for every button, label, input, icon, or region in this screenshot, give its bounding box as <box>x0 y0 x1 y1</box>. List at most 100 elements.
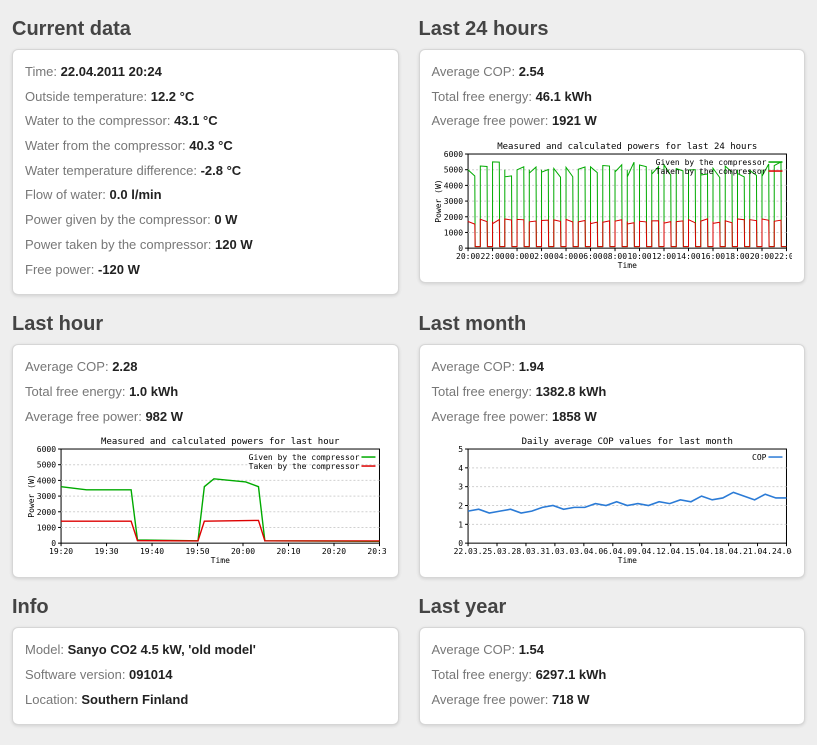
title-last-24h: Last 24 hours <box>419 18 806 41</box>
current-label: Power given by the compressor: <box>25 212 214 227</box>
svg-text:22:00: 22:00 <box>480 252 504 261</box>
svg-text:Taken by the compressor: Taken by the compressor <box>655 167 766 176</box>
current-value: 22.04.2011 20:24 <box>61 64 162 79</box>
lasthour-row: Total free energy: 1.0 kWh <box>25 380 386 405</box>
svg-text:1000: 1000 <box>37 524 56 533</box>
svg-text:3000: 3000 <box>443 197 462 206</box>
lasthour-value: 1.0 kWh <box>129 384 178 399</box>
svg-text:16:00: 16:00 <box>700 252 724 261</box>
svg-text:14:00: 14:00 <box>676 252 700 261</box>
current-row: Free power: -120 W <box>25 258 386 283</box>
lastyear-row: Total free energy: 6297.1 kWh <box>432 663 793 688</box>
current-label: Flow of water: <box>25 187 110 202</box>
svg-text:06:00: 06:00 <box>578 252 602 261</box>
svg-text:20:00: 20:00 <box>456 252 480 261</box>
svg-text:Power (W): Power (W) <box>434 179 443 222</box>
lastmonth-row: Average free power: 1858 W <box>432 405 793 430</box>
current-row: Water from the compressor: 40.3 °C <box>25 134 386 159</box>
last24-row: Total free energy: 46.1 kWh <box>432 85 793 110</box>
svg-text:08:00: 08:00 <box>602 252 626 261</box>
panel-last-hour: Last hour Average COP: 2.28Total free en… <box>12 307 399 578</box>
svg-text:12.04.: 12.04. <box>656 547 685 556</box>
lastyear-value: 1.54 <box>519 642 544 657</box>
svg-text:22:00: 22:00 <box>774 252 792 261</box>
chart-last-month: 01234522.03.25.03.28.03.31.03.03.04.06.0… <box>432 435 793 565</box>
svg-text:5: 5 <box>458 445 463 454</box>
title-last-month: Last month <box>419 313 806 336</box>
svg-text:Daily average COP values for l: Daily average COP values for last month <box>521 437 732 447</box>
svg-text:Given by the compressor: Given by the compressor <box>655 158 766 167</box>
svg-text:10:00: 10:00 <box>627 252 651 261</box>
current-value: 0 W <box>214 212 237 227</box>
info-row: Location: Southern Finland <box>25 688 386 713</box>
lastmonth-value: 1858 W <box>552 409 597 424</box>
svg-text:2000: 2000 <box>37 508 56 517</box>
svg-text:28.03.: 28.03. <box>511 547 540 556</box>
current-value: 120 W <box>215 237 253 252</box>
current-value: 43.1 °C <box>174 113 218 128</box>
current-label: Water temperature difference: <box>25 163 201 178</box>
svg-text:5000: 5000 <box>443 166 462 175</box>
svg-text:20:10: 20:10 <box>276 547 300 556</box>
current-value: -2.8 °C <box>201 163 242 178</box>
current-value: 12.2 °C <box>151 89 195 104</box>
panel-current-data: Current data Time: 22.04.2011 20:24Outsi… <box>12 12 399 295</box>
svg-text:22.03.: 22.03. <box>453 547 482 556</box>
last24-value: 46.1 kWh <box>536 89 592 104</box>
card-current-data: Time: 22.04.2011 20:24Outside temperatur… <box>12 49 399 295</box>
lastyear-row: Average free power: 718 W <box>432 688 793 713</box>
current-label: Time: <box>25 64 61 79</box>
title-last-hour: Last hour <box>12 313 399 336</box>
svg-text:5000: 5000 <box>37 461 56 470</box>
card-last-24h: Average COP: 2.54Total free energy: 46.1… <box>419 49 806 283</box>
svg-text:19:30: 19:30 <box>95 547 119 556</box>
svg-text:2: 2 <box>458 502 463 511</box>
svg-text:3000: 3000 <box>37 492 56 501</box>
svg-text:3: 3 <box>458 483 463 492</box>
info-value: Sanyo CO2 4.5 kW, 'old model' <box>68 642 256 657</box>
lasthour-value: 2.28 <box>112 359 137 374</box>
svg-text:18.04.: 18.04. <box>714 547 743 556</box>
svg-text:Measured and calculated powers: Measured and calculated powers for last … <box>101 437 340 447</box>
last24-label: Average free power: <box>432 113 552 128</box>
chart-last-hour: 010002000300040005000600019:2019:3019:40… <box>25 435 386 565</box>
lastmonth-label: Total free energy: <box>432 384 536 399</box>
current-label: Free power: <box>25 262 98 277</box>
svg-text:20:30: 20:30 <box>367 547 385 556</box>
info-value: Southern Finland <box>81 692 188 707</box>
last24-label: Total free energy: <box>432 89 536 104</box>
lastyear-label: Average free power: <box>432 692 552 707</box>
svg-text:4000: 4000 <box>37 477 56 486</box>
panel-last-month: Last month Average COP: 1.94 Total free e… <box>419 307 806 578</box>
last24-row: Average COP: 2.54 <box>432 60 793 85</box>
current-row: Power given by the compressor: 0 W <box>25 208 386 233</box>
svg-text:6000: 6000 <box>443 150 462 159</box>
current-label: Power taken by the compressor: <box>25 237 215 252</box>
panel-last-year: Last year Average COP: 1.54Total free en… <box>419 590 806 725</box>
info-label: Model: <box>25 642 68 657</box>
lasthour-row: Average free power: 982 W <box>25 405 386 430</box>
lastmonth-label: Average COP: <box>432 359 519 374</box>
lastyear-value: 6297.1 kWh <box>536 667 607 682</box>
svg-text:19:40: 19:40 <box>140 547 164 556</box>
last24-row: Average free power: 1921 W <box>432 109 793 134</box>
lastmonth-value: 1382.8 kWh <box>536 384 607 399</box>
svg-text:00:00: 00:00 <box>505 252 529 261</box>
lastyear-label: Average COP: <box>432 642 519 657</box>
current-label: Water from the compressor: <box>25 138 189 153</box>
last24-label: Average COP: <box>432 64 519 79</box>
lasthour-label: Total free energy: <box>25 384 129 399</box>
title-current-data: Current data <box>12 18 399 41</box>
lastyear-row: Average COP: 1.54 <box>432 638 793 663</box>
panel-info: Info Model: Sanyo CO2 4.5 kW, 'old model… <box>12 590 399 725</box>
current-value: -120 W <box>98 262 140 277</box>
svg-text:20:00: 20:00 <box>231 547 255 556</box>
svg-text:04:00: 04:00 <box>553 252 577 261</box>
current-row: Water to the compressor: 43.1 °C <box>25 109 386 134</box>
svg-text:15.04.: 15.04. <box>685 547 714 556</box>
info-value: 091014 <box>129 667 172 682</box>
lastmonth-value: 1.94 <box>519 359 544 374</box>
current-value: 0.0 l/min <box>110 187 162 202</box>
current-row: Flow of water: 0.0 l/min <box>25 183 386 208</box>
svg-text:Taken by the compressor: Taken by the compressor <box>249 462 360 471</box>
